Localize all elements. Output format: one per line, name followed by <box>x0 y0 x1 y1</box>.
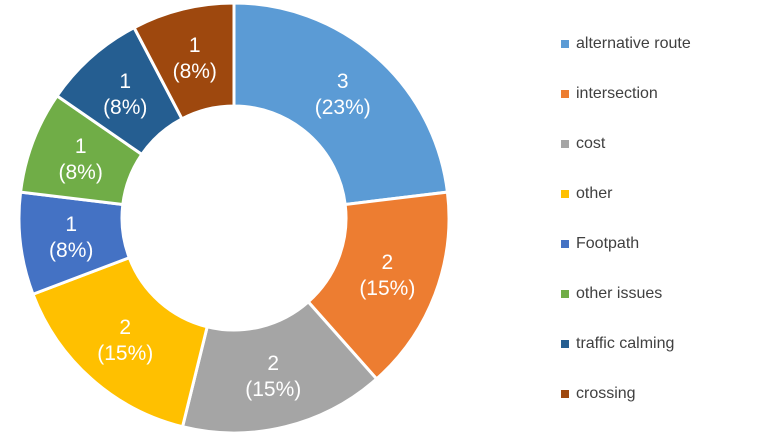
donut-slice <box>132 1 236 121</box>
data-label: 1 (8%) <box>103 70 147 119</box>
data-label-value: 1 <box>65 212 77 235</box>
data-label-percent: (15%) <box>245 378 301 401</box>
legend-label: traffic calming <box>576 335 674 352</box>
data-label-value: 3 <box>337 70 349 93</box>
data-label-percent: (15%) <box>97 341 153 364</box>
legend-swatch <box>561 290 569 298</box>
legend-swatch <box>561 390 569 398</box>
legend-label: alternative route <box>576 35 691 52</box>
data-label-percent: (23%) <box>315 96 371 119</box>
data-label: 3 (23%) <box>315 70 371 119</box>
legend-swatch <box>561 40 569 48</box>
data-label: 1 (8%) <box>49 212 93 261</box>
data-label: 2 (15%) <box>245 352 301 401</box>
data-label-value: 2 <box>267 352 279 375</box>
data-label-percent: (8%) <box>173 59 217 82</box>
data-label-value: 2 <box>119 315 131 338</box>
donut-slice <box>306 190 451 382</box>
data-label: 1 (8%) <box>58 134 102 183</box>
data-label-percent: (15%) <box>359 277 415 300</box>
data-label-value: 2 <box>381 251 393 274</box>
data-label: 2 (15%) <box>359 251 415 300</box>
data-label: 1 (8%) <box>173 33 217 82</box>
data-label-value: 1 <box>119 70 131 93</box>
legend-label: Footpath <box>576 235 639 252</box>
data-label-percent: (8%) <box>49 238 93 261</box>
legend-label: other <box>576 185 613 202</box>
legend-swatch <box>561 140 569 148</box>
legend-label: other issues <box>576 285 662 302</box>
data-label-value: 1 <box>189 33 201 56</box>
legend-swatch <box>561 190 569 198</box>
data-label-percent: (8%) <box>103 96 147 119</box>
data-label-value: 1 <box>75 134 87 157</box>
legend-label: intersection <box>576 85 658 102</box>
donut-slice <box>31 255 210 429</box>
legend-label: cost <box>576 135 606 152</box>
legend-label: crossing <box>576 385 636 402</box>
data-label: 2 (15%) <box>97 315 153 364</box>
legend-swatch <box>561 340 569 348</box>
legend-swatch <box>561 240 569 248</box>
donut-slice <box>232 1 450 207</box>
data-label-percent: (8%) <box>58 160 102 183</box>
donut-slice <box>180 299 379 435</box>
legend-swatch <box>561 90 569 98</box>
